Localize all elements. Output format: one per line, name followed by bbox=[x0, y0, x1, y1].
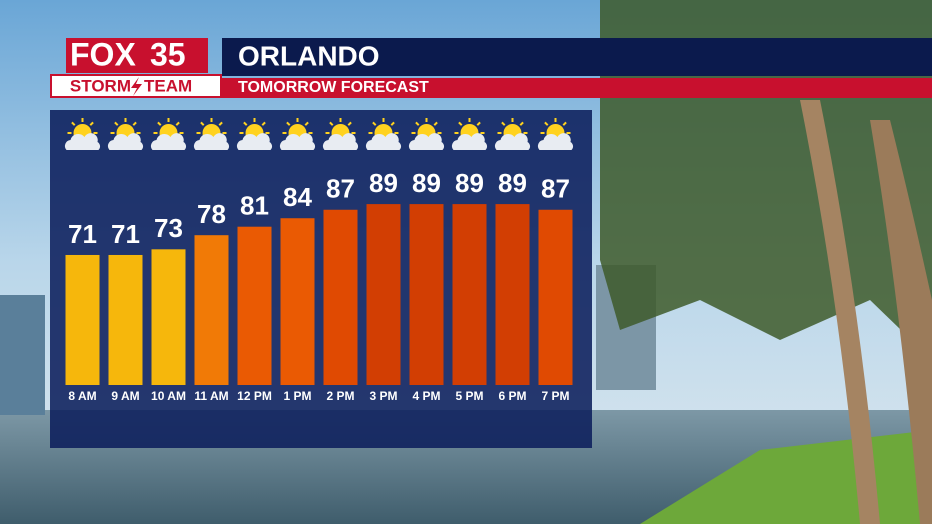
weather-icon bbox=[451, 118, 488, 150]
x-tick-label: 1 PM bbox=[283, 389, 311, 403]
sun-ray bbox=[347, 121, 352, 126]
weather-icon bbox=[107, 118, 144, 150]
sun-ray bbox=[544, 121, 549, 126]
bar bbox=[151, 249, 186, 385]
weather-icon bbox=[537, 118, 574, 150]
bar bbox=[323, 209, 358, 385]
sun-ray bbox=[157, 121, 162, 126]
bar bbox=[452, 204, 487, 385]
value-label: 84 bbox=[283, 182, 312, 212]
sun-ray bbox=[501, 121, 506, 126]
weather-icon bbox=[408, 118, 445, 150]
sun-ray bbox=[218, 121, 223, 126]
sun-ray bbox=[243, 121, 248, 126]
lightning-icon bbox=[131, 77, 142, 96]
cloud bbox=[193, 133, 230, 150]
weather-icon bbox=[365, 118, 402, 150]
bar bbox=[538, 209, 573, 385]
value-label: 87 bbox=[326, 174, 355, 204]
value-label: 73 bbox=[154, 213, 183, 243]
x-tick-label: 2 PM bbox=[326, 389, 354, 403]
sun-ray bbox=[261, 121, 266, 126]
sun-ray bbox=[200, 121, 205, 126]
weather-icon bbox=[236, 118, 273, 150]
sun-ray bbox=[329, 121, 334, 126]
bar bbox=[194, 235, 229, 385]
value-label: 89 bbox=[455, 168, 484, 198]
bar bbox=[108, 254, 143, 385]
cloud bbox=[107, 133, 144, 150]
logo-box bbox=[66, 38, 208, 73]
cloud bbox=[322, 133, 359, 150]
bar bbox=[237, 226, 272, 385]
sun-ray bbox=[433, 121, 438, 126]
value-label: 71 bbox=[68, 219, 97, 249]
sun-ray bbox=[562, 121, 567, 126]
sun-ray bbox=[372, 121, 377, 126]
bar bbox=[366, 204, 401, 385]
sun-ray bbox=[390, 121, 395, 126]
sun-ray bbox=[286, 121, 291, 126]
logo-channel: 35 bbox=[150, 36, 186, 72]
logo-team-right: TEAM bbox=[144, 76, 192, 95]
x-tick-label: 10 AM bbox=[151, 389, 186, 403]
title-bar bbox=[222, 38, 932, 76]
value-label: 89 bbox=[369, 168, 398, 198]
weather-icon bbox=[279, 118, 316, 150]
x-tick-label: 7 PM bbox=[541, 389, 569, 403]
value-label: 89 bbox=[412, 168, 441, 198]
sun-ray bbox=[132, 121, 137, 126]
cloud bbox=[365, 133, 402, 150]
weather-icon bbox=[150, 118, 187, 150]
weather-icon bbox=[494, 118, 531, 150]
sun-ray bbox=[71, 121, 76, 126]
bar bbox=[65, 254, 100, 385]
cloud bbox=[408, 133, 445, 150]
sun-ray bbox=[114, 121, 119, 126]
sun-ray bbox=[519, 121, 524, 126]
value-label: 71 bbox=[111, 219, 140, 249]
sun-ray bbox=[458, 121, 463, 126]
bar bbox=[409, 204, 444, 385]
bar bbox=[495, 204, 530, 385]
weather-icon bbox=[322, 118, 359, 150]
x-tick-label: 6 PM bbox=[498, 389, 526, 403]
x-tick-label: 3 PM bbox=[369, 389, 397, 403]
sun-ray bbox=[415, 121, 420, 126]
background-trunk bbox=[800, 100, 880, 524]
sun-ray bbox=[476, 121, 481, 126]
background-building bbox=[0, 295, 45, 415]
cloud bbox=[150, 133, 187, 150]
logo-team-left: STORM bbox=[70, 76, 131, 95]
x-tick-label: 9 AM bbox=[111, 389, 139, 403]
cloud bbox=[494, 133, 531, 150]
chart-title: ORLANDO bbox=[238, 40, 380, 71]
weather-icon bbox=[64, 118, 101, 150]
x-tick-label: 12 PM bbox=[237, 389, 272, 403]
logo-brand: FOX bbox=[70, 36, 136, 72]
x-tick-label: 4 PM bbox=[412, 389, 440, 403]
cloud bbox=[64, 133, 101, 150]
cloud bbox=[451, 133, 488, 150]
cloud bbox=[537, 133, 574, 150]
x-tick-label: 5 PM bbox=[455, 389, 483, 403]
value-label: 78 bbox=[197, 199, 226, 229]
cloud bbox=[279, 133, 316, 150]
subtitle-bar bbox=[222, 78, 932, 98]
value-label: 87 bbox=[541, 174, 570, 204]
sun-ray bbox=[175, 121, 180, 126]
value-label: 89 bbox=[498, 168, 527, 198]
value-label: 81 bbox=[240, 191, 269, 221]
bar bbox=[280, 218, 315, 385]
sun-ray bbox=[304, 121, 309, 126]
weather-icon bbox=[193, 118, 230, 150]
x-tick-label: 8 AM bbox=[68, 389, 96, 403]
sun-ray bbox=[89, 121, 94, 126]
background-trunk bbox=[870, 120, 932, 524]
cloud bbox=[236, 133, 273, 150]
chart-subtitle: TOMORROW FORECAST bbox=[238, 79, 429, 96]
x-tick-label: 11 AM bbox=[194, 389, 228, 403]
